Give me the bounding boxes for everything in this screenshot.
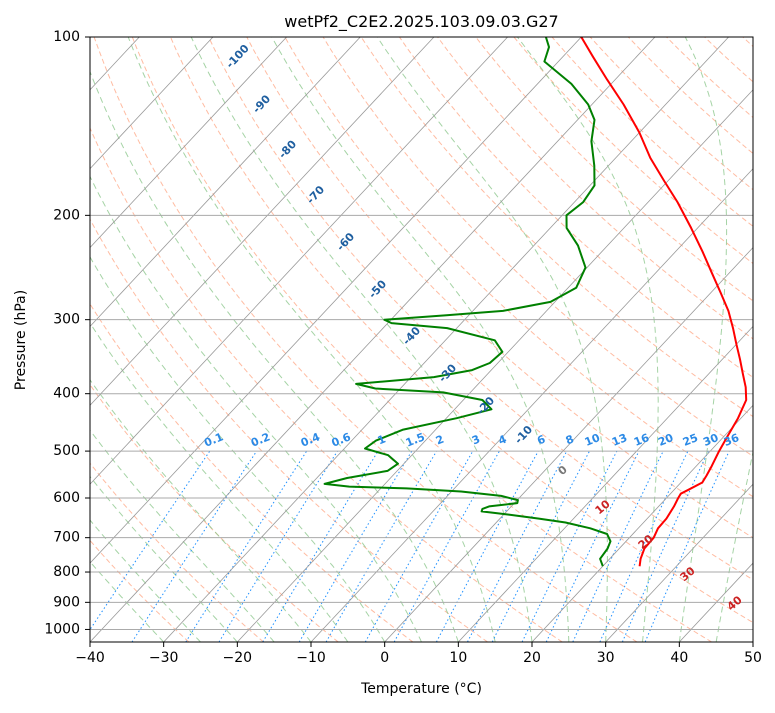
y-tick-label: 300 [53,312,80,328]
x-tick-label: 0 [380,650,389,666]
x-tick-label: 10 [449,650,467,666]
y-tick-label: 400 [53,386,80,402]
x-tick-label: −30 [149,650,179,666]
y-tick-label: 700 [53,530,80,546]
y-tick-label: 200 [53,207,80,223]
x-tick-label: −40 [75,650,105,666]
y-tick-label: 100 [53,29,80,45]
x-tick-label: 20 [523,650,541,666]
x-tick-label: 40 [670,650,688,666]
x-tick-label: −20 [223,650,253,666]
y-tick-label: 600 [53,490,80,506]
y-tick-label: 500 [53,443,80,459]
x-tick-label: −10 [296,650,326,666]
y-tick-label: 900 [53,594,80,610]
x-axis-label: Temperature (°C) [360,681,482,697]
x-tick-label: 30 [597,650,615,666]
x-tick-label: 50 [744,650,762,666]
y-tick-label: 800 [53,564,80,580]
y-tick-label: 1000 [44,621,80,637]
chart-title: wetPf2_C2E2.2025.103.09.03.G27 [284,12,558,32]
y-axis-label: Pressure (hPa) [13,290,29,390]
